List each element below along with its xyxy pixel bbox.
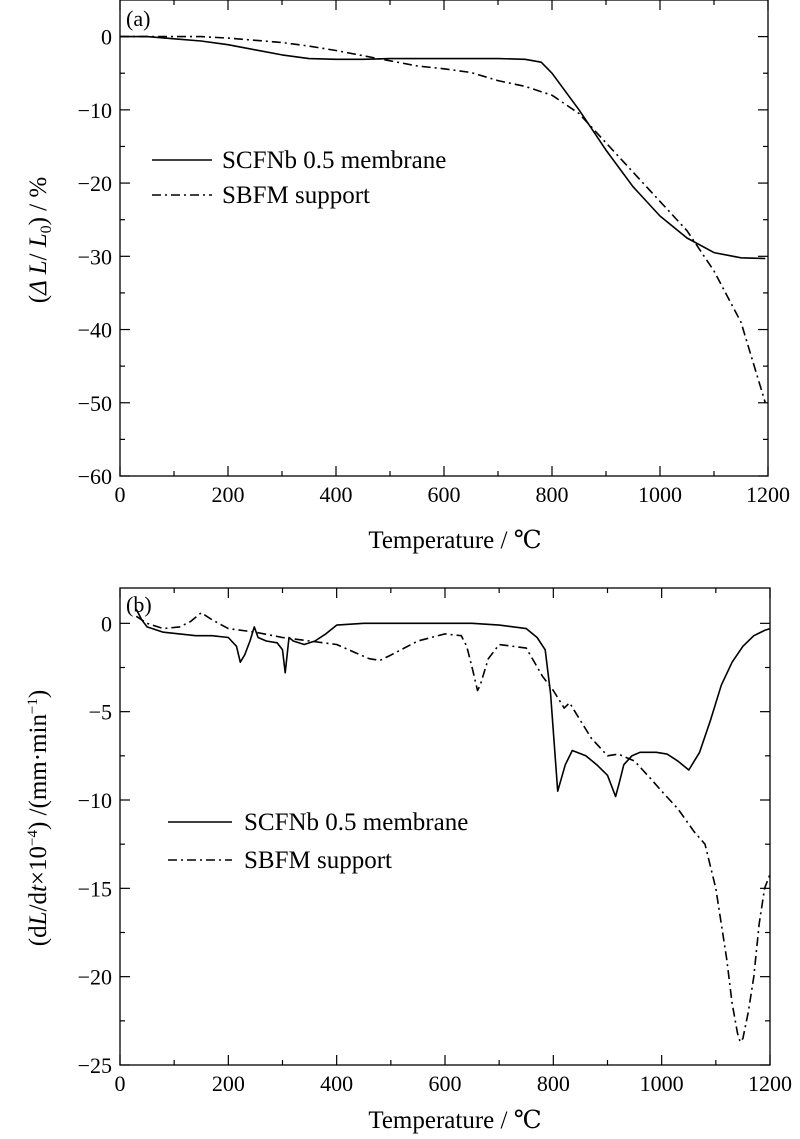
panel-b-ylabel-l: L xyxy=(25,912,52,927)
x-tick-label: 1000 xyxy=(640,1071,684,1096)
x-tick-label: 600 xyxy=(429,1071,462,1096)
x-tick-label: 0 xyxy=(115,482,126,507)
panel-a-plot-frame xyxy=(119,0,769,477)
panel-b-series-group xyxy=(135,608,771,1043)
panel-a-y-axis-title: (Δ L/ L0) / % xyxy=(25,177,55,303)
panel-a-x-axis-title: Temperature / ℃ xyxy=(368,527,541,554)
panel-a-label: (a) xyxy=(126,6,150,31)
y-tick-label: −5 xyxy=(89,700,112,725)
panel-a-ylabel-open: ( xyxy=(25,295,52,303)
series-line-membrane xyxy=(135,608,771,798)
x-tick-label: 800 xyxy=(537,1071,570,1096)
panel-a-ylabel-sub0: 0 xyxy=(38,225,55,233)
x-tick-label: 1200 xyxy=(746,482,790,507)
panel-a-legend-label-support: SBFM support xyxy=(222,182,370,209)
x-tick-label: 800 xyxy=(536,482,569,507)
y-tick-label: 0 xyxy=(101,611,112,636)
panel-b-legend-label-support: SBFM support xyxy=(244,847,392,874)
series-line-membrane xyxy=(120,35,766,260)
panel-a-series-group xyxy=(120,35,767,404)
y-tick-label: −60 xyxy=(78,464,112,489)
x-tick-label: 400 xyxy=(320,1071,353,1096)
panel-b-ylabel-mid: /d xyxy=(25,892,52,912)
series-line-support xyxy=(120,35,767,404)
y-tick-label: −15 xyxy=(78,876,112,901)
panel-b-y-axis-title: (dL/dt×10−4) /(mm·min−1) xyxy=(25,690,52,946)
x-tick-label: 1000 xyxy=(638,482,682,507)
panel-a-legend-label-membrane: SCFNb 0.5 membrane xyxy=(222,147,446,174)
x-tick-label: 400 xyxy=(320,482,353,507)
panel-a-ylabel-delta-l: Δ L xyxy=(25,261,52,296)
panel-a-ylabel-close: ) / % xyxy=(25,177,52,226)
panel-b-legend: SCFNb 0.5 membrane SBFM support xyxy=(168,809,468,874)
y-tick-label: −25 xyxy=(78,1053,112,1078)
panel-a-ylabel-slash: / xyxy=(25,247,52,260)
panel-b-ylabel-t: t xyxy=(25,884,52,892)
y-tick-label: −50 xyxy=(78,391,112,416)
x-tick-label: 600 xyxy=(428,482,461,507)
panel-b-y-axis: 0 −5 −10 −15 −20 −25 xyxy=(78,611,770,1078)
panel-b-x-axis-title: Temperature / ℃ xyxy=(368,1107,541,1134)
y-tick-label: −20 xyxy=(78,965,112,990)
y-tick-label: −10 xyxy=(78,788,112,813)
y-tick-label: −40 xyxy=(78,318,112,343)
panel-a-chart: (a) 0 200 400 600 800 1000 1200 0 −10 −20 −30 −40 −… xyxy=(25,0,790,554)
panel-b-ylabel-exp: −4 xyxy=(25,830,41,846)
x-tick-label: 200 xyxy=(212,482,245,507)
y-tick-label: 0 xyxy=(101,25,112,50)
series-line-support xyxy=(135,611,771,1043)
y-tick-label: −10 xyxy=(78,98,112,123)
y-tick-label: −20 xyxy=(78,171,112,196)
panel-b-ylabel-exp2: −1 xyxy=(25,698,41,714)
panel-a-x-axis: 0 200 400 600 800 1000 1200 xyxy=(115,0,790,507)
panel-a-ylabel-l0: L xyxy=(25,233,52,248)
panel-b-legend-label-membrane: SCFNb 0.5 membrane xyxy=(244,809,468,836)
panel-b-ylabel-times: ×10 xyxy=(25,846,52,885)
panel-a-y-axis: 0 −10 −20 −30 −40 −50 −60 xyxy=(78,25,768,489)
x-tick-label: 200 xyxy=(212,1071,245,1096)
panel-b-x-axis: 0 200 400 600 800 1000 1200 xyxy=(115,588,792,1096)
panel-b-ylabel-close: ) /(mm·min xyxy=(25,714,52,830)
panel-a-legend: SCFNb 0.5 membrane SBFM support xyxy=(152,147,446,209)
x-tick-label: 1200 xyxy=(748,1071,792,1096)
panel-b-ylabel-end: ) xyxy=(25,690,52,698)
panel-b-ylabel-open: (d xyxy=(25,925,52,946)
panel-b-chart: (b) 0 200 400 600 800 1000 1200 0−5−10−15−20−2… xyxy=(25,587,792,1134)
x-tick-label: 0 xyxy=(115,1071,126,1096)
y-tick-label: −30 xyxy=(78,244,112,269)
